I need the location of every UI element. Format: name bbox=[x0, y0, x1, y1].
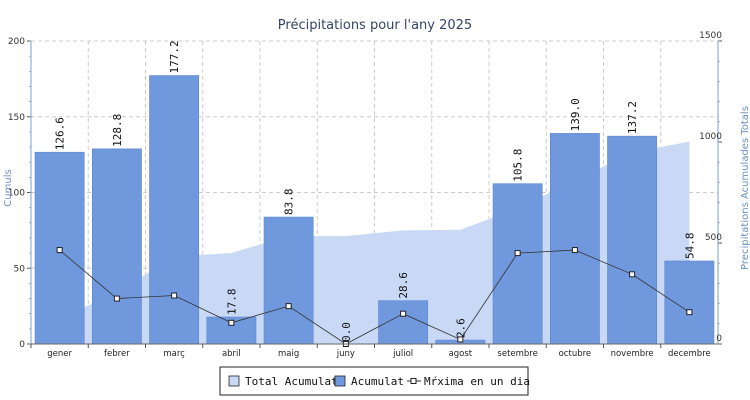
bar-setembre bbox=[492, 183, 543, 345]
legend: Total Acumulat Acumulat Mŕxima en un dia bbox=[219, 366, 530, 396]
bar-label-març: 177.2 bbox=[168, 40, 181, 73]
bar-decembre bbox=[664, 260, 715, 345]
x-tick-label-juliol: juliol bbox=[392, 349, 413, 359]
bar-label-juny: 0.0 bbox=[340, 322, 353, 342]
bar-label-gener: 126.6 bbox=[54, 117, 67, 150]
bar-label-febrer: 128.8 bbox=[111, 114, 124, 147]
chart-title: Précipitations pour l'any 2025 bbox=[278, 18, 472, 33]
maxima-point-novembre bbox=[629, 271, 636, 278]
legend-swatch-acumulat bbox=[334, 375, 346, 387]
maxima-line-layer bbox=[56, 247, 693, 347]
maxima-point-agost bbox=[457, 336, 464, 343]
y-tick-label-left: 200 bbox=[8, 37, 25, 47]
x-tick-label-decembre: decembre bbox=[668, 349, 711, 359]
legend-label-maxima: Mŕxima en un dia bbox=[424, 375, 530, 388]
data-labels-layer: 126.6 128.8 177.2 17.8 83.8 0.0 28.6 2.6 105.8 13… bbox=[54, 40, 697, 342]
x-tick-label-juny: juny bbox=[336, 349, 355, 359]
bar-label-decembre: 54.8 bbox=[683, 232, 696, 259]
legend-label-acumulat: Acumulat bbox=[351, 375, 404, 388]
bar-febrer bbox=[91, 148, 142, 345]
axes: 0 50 100 150 200 0 500 1000 1500 gener febrer març a… bbox=[8, 31, 722, 359]
maxima-point-maig bbox=[285, 303, 292, 310]
legend-swatch-total-acumulat bbox=[228, 375, 240, 387]
y-axis-left-label: Cumuls bbox=[3, 169, 14, 206]
x-tick-label-febrer: febrer bbox=[104, 349, 130, 359]
y-tick-label-right: 1000 bbox=[699, 132, 722, 142]
bar-març bbox=[149, 75, 200, 345]
bar-label-octubre: 139.0 bbox=[569, 98, 582, 131]
maxima-point-gener bbox=[56, 247, 63, 254]
y-tick-label-left: 0 bbox=[19, 340, 25, 350]
maxima-point-abril bbox=[228, 319, 235, 326]
maxima-point-juliol bbox=[400, 310, 407, 317]
y-tick-label-left: 50 bbox=[14, 264, 26, 274]
x-tick-label-març: març bbox=[163, 349, 185, 359]
bar-octubre bbox=[549, 133, 600, 345]
maxima-point-març bbox=[171, 292, 178, 299]
x-tick-label-maig: maig bbox=[278, 349, 299, 359]
bar-label-agost: 2.6 bbox=[454, 318, 467, 338]
x-tick-label-setembre: setembre bbox=[497, 349, 537, 359]
bar-label-setembre: 105.8 bbox=[512, 149, 525, 182]
bar-juliol bbox=[378, 300, 429, 345]
maxima-point-decembre bbox=[686, 309, 693, 316]
bar-label-novembre: 137.2 bbox=[626, 101, 639, 134]
maxima-point-febrer bbox=[113, 295, 120, 302]
bar-label-maig: 83.8 bbox=[283, 189, 296, 216]
y-axis-right-label: Precipitations Acumulades Totals bbox=[740, 106, 750, 270]
y-tick-label-left: 150 bbox=[8, 113, 25, 123]
y-tick-label-left: 100 bbox=[8, 189, 25, 199]
x-tick-label-novembre: novembre bbox=[611, 349, 654, 359]
legend-label-total-acumulat: Total Acumulat bbox=[245, 375, 338, 388]
y-tick-label-right: 0 bbox=[716, 334, 722, 344]
maxima-point-octubre bbox=[571, 247, 578, 254]
y-tick-label-right: 500 bbox=[705, 233, 722, 243]
x-tick-label-gener: gener bbox=[47, 349, 72, 359]
bar-maig bbox=[263, 216, 314, 345]
y-tick-label-right: 1500 bbox=[699, 31, 722, 41]
bar-label-abril: 17.8 bbox=[225, 289, 238, 316]
x-tick-label-agost: agost bbox=[449, 349, 473, 359]
bar-label-juliol: 28.6 bbox=[397, 272, 410, 299]
legend-marker-maxima bbox=[410, 378, 417, 384]
maxima-line bbox=[59, 249, 690, 345]
bar-novembre bbox=[607, 135, 658, 345]
legend-box bbox=[219, 366, 529, 396]
maxima-point-setembre bbox=[514, 250, 521, 257]
x-tick-label-abril: abril bbox=[222, 349, 241, 359]
x-tick-label-octubre: octubre bbox=[559, 349, 592, 359]
